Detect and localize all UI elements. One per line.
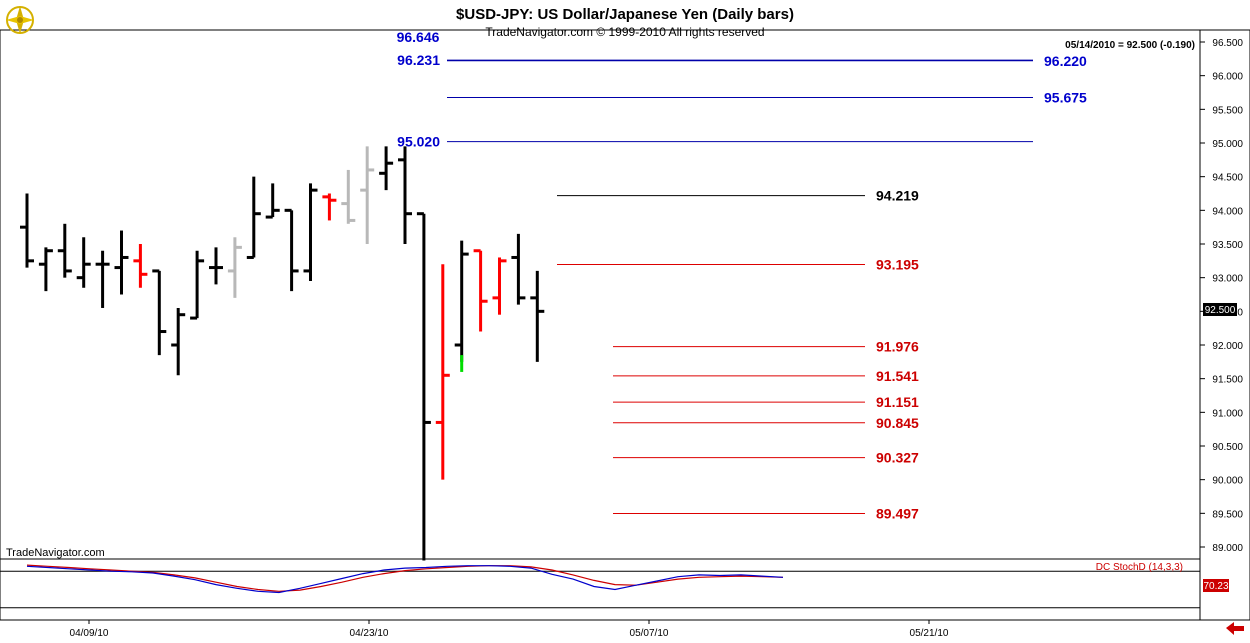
price-axis-label: 91.500	[1212, 375, 1243, 386]
price-axis-label: 93.500	[1212, 240, 1243, 251]
price-axis-label: 96.000	[1212, 72, 1243, 83]
ohlc-bar	[190, 250, 205, 320]
ohlc-bar	[95, 250, 110, 308]
date-axis-label: 04/23/10	[350, 628, 389, 639]
price-axis-label: 92.000	[1212, 341, 1243, 352]
ohlc-bar	[379, 146, 394, 191]
indicator-value-label: 70.23	[1203, 581, 1228, 592]
tradenavigator-logo	[6, 6, 34, 34]
stoch-k-line	[26, 565, 784, 594]
price-axis-label: 94.500	[1212, 173, 1243, 184]
ohlc-bar	[435, 264, 450, 480]
support-label: 91.541	[876, 368, 919, 384]
ohlc-bar	[265, 183, 280, 219]
ohlc-bar	[20, 193, 34, 268]
ohlc-bar	[416, 212, 431, 561]
ohlc-bar	[322, 193, 337, 221]
ohlc-bar	[511, 233, 526, 305]
ohlc-bar	[227, 237, 242, 298]
ohlc-bar	[152, 269, 167, 356]
ohlc-bar	[360, 146, 375, 244]
ohlc-bar	[114, 230, 129, 295]
indicator-panel-frame	[0, 558, 1201, 621]
resistance-label: 96.220	[1044, 53, 1087, 69]
price-panel-frame	[0, 29, 1201, 560]
ohlc-bar	[76, 237, 91, 288]
resistance-label: 95.675	[1044, 90, 1087, 106]
chart-title: $USD-JPY: US Dollar/Japanese Yen (Daily …	[456, 6, 794, 23]
ohlc-bar	[133, 244, 148, 288]
support-label: 91.151	[876, 394, 919, 410]
ohlc-bar	[454, 240, 469, 362]
watermark-text: TradeNavigator.com	[6, 547, 105, 559]
resistance-label: 96.231	[397, 52, 440, 68]
price-axis-label: 90.500	[1212, 442, 1243, 453]
ohlc-bar	[473, 249, 488, 332]
stochastic-indicator	[0, 564, 1200, 609]
ohlc-bar	[530, 270, 545, 362]
price-axis	[1199, 29, 1250, 621]
ohlc-bar	[341, 169, 356, 224]
scroll-left-arrow-icon[interactable]	[1226, 622, 1244, 635]
ohlc-bar	[303, 183, 318, 282]
support-label: 91.976	[876, 339, 919, 355]
price-axis-label: 95.000	[1212, 139, 1243, 150]
date-axis-label: 05/07/10	[630, 628, 669, 639]
price-axis-label: 94.000	[1212, 206, 1243, 217]
price-axis-label: 95.500	[1212, 105, 1243, 116]
price-axis-label: 90.000	[1212, 476, 1243, 487]
price-axis-ticks: 96.500 96.000 95.500 95.000 94.500 94.000 93.5…	[1200, 38, 1243, 554]
support-label: 90.845	[876, 415, 919, 431]
indicator-name: DC StochD (14,3,3)	[1096, 562, 1183, 573]
ohlc-bar	[492, 257, 507, 315]
price-axis-label: 89.500	[1212, 509, 1243, 520]
price-axis-label: 91.000	[1212, 408, 1243, 419]
last-price-badge: 92.500	[1203, 303, 1237, 316]
ohlc-bar	[398, 146, 412, 244]
support-label: 93.195	[876, 257, 919, 273]
indicator-value-badge: 70.23	[1203, 579, 1229, 592]
ohlc-bar	[38, 247, 53, 292]
date-axis-label: 05/21/10	[910, 628, 949, 639]
price-axis-label: 93.000	[1212, 274, 1243, 285]
ohlc-bar	[246, 176, 261, 259]
copyright-text: TradeNavigator.com © 1999-2010 All right…	[485, 25, 764, 39]
level-lines: 96.231 96.220 95.675 95.020 94.219 93.195 91.9…	[397, 52, 1087, 521]
ohlc-bar	[209, 247, 223, 285]
last-price-info: 05/14/2010 = 92.500 (-0.190)	[1065, 40, 1195, 51]
support-label: 90.327	[876, 450, 919, 466]
pivot-label: 94.219	[876, 188, 919, 204]
support-label: 89.497	[876, 506, 919, 522]
price-axis-label: 89.000	[1212, 543, 1243, 554]
date-axis: 04/09/10 04/23/10 05/07/10 05/21/10	[70, 620, 949, 639]
resistance-label: 95.020	[397, 134, 440, 150]
price-axis-label: 96.500	[1212, 38, 1243, 49]
clipped-level-label: 96.646	[397, 29, 440, 45]
date-axis-label: 04/09/10	[70, 628, 109, 639]
last-price-badge-label: 92.500	[1205, 305, 1236, 316]
ohlc-bar	[171, 307, 186, 376]
ohlc-bar	[284, 208, 299, 292]
ohlc-bar	[57, 223, 72, 278]
price-bars	[20, 146, 545, 561]
